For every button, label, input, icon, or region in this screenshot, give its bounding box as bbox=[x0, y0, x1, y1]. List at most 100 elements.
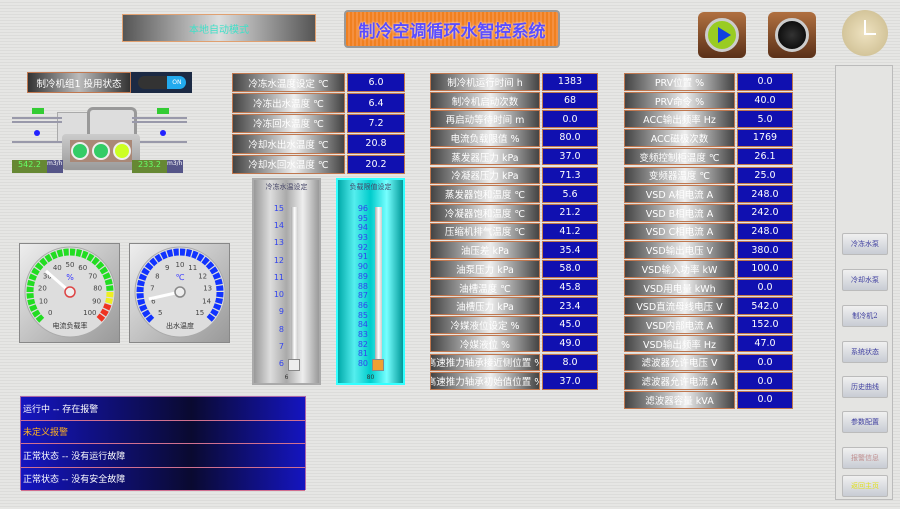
stop-button[interactable] bbox=[768, 12, 816, 58]
param-value: 20.2 bbox=[347, 154, 405, 174]
gauge-tick: 40 bbox=[53, 264, 62, 272]
slider-tick: 90 bbox=[357, 262, 368, 272]
param-row: 制冷机启动次数 68 bbox=[430, 91, 598, 110]
sidebar-button[interactable]: 历史曲线 bbox=[842, 376, 888, 398]
gauge-tick: 60 bbox=[78, 264, 87, 272]
alarm-row: 正常状态 -- 没有运行故障 bbox=[21, 444, 305, 468]
setpoint-slider-1[interactable]: 负载限值设定 96 95 94 93 92 91 90 89 88 87 86 85 84 83 82 81 80… bbox=[336, 178, 405, 385]
slider-tick: 11 bbox=[273, 272, 284, 282]
param-row: 变频控制柜温度 ℃ 26.1 bbox=[624, 147, 793, 166]
sidebar-button[interactable]: 返回主页 bbox=[842, 475, 888, 497]
slider-tick: 14 bbox=[273, 221, 284, 231]
clock-icon bbox=[842, 10, 888, 56]
slider-handle[interactable] bbox=[288, 359, 300, 371]
param-label: 冷冻回水温度 ℃ bbox=[232, 113, 345, 134]
gauge-tick: 10 bbox=[176, 261, 185, 269]
param-value: 71.3 bbox=[542, 166, 598, 185]
slider-tick: 94 bbox=[357, 223, 368, 233]
param-value: 68 bbox=[542, 91, 598, 110]
gauge-tick: 12 bbox=[198, 273, 207, 281]
param-label: VSD输出电压 V bbox=[624, 241, 735, 259]
slider-tick: 95 bbox=[357, 213, 368, 223]
gauge-segment bbox=[39, 257, 48, 267]
gauge-segment bbox=[91, 256, 100, 266]
setpoint-slider-0[interactable]: 冷冻水温设定 15 14 13 12 11 10 9 8 7 6 6 bbox=[252, 178, 321, 385]
sidebar-button[interactable]: 冷冻水泵 bbox=[842, 233, 888, 255]
param-label: VSD B相电流 A bbox=[624, 203, 735, 222]
param-row: 高速推力轴承接近侧位置 % 8.0 bbox=[430, 353, 598, 372]
gauge-segment bbox=[44, 253, 53, 263]
slider-track bbox=[291, 207, 298, 368]
param-row: 制冷机运行时间 h 1383 bbox=[430, 73, 598, 91]
param-label: VSD内部电流 A bbox=[624, 316, 735, 334]
gauge-segment bbox=[215, 297, 223, 305]
gauge-segment bbox=[31, 309, 41, 318]
chiller-status-label: 制冷机组1 投用状态 bbox=[27, 72, 131, 93]
param-value: 0.0 bbox=[737, 390, 793, 409]
param-row: 冷冻出水温度 ℃ 6.4 bbox=[232, 93, 405, 113]
param-label: 再启动等待时间 m bbox=[430, 110, 540, 129]
param-label: 高速推力轴承初始值位置 % bbox=[430, 372, 540, 390]
param-row: PRV命令 % 40.0 bbox=[624, 91, 793, 110]
gauge-tick: 13 bbox=[203, 285, 212, 293]
gauge-segment bbox=[28, 273, 37, 281]
flow-readout-2: 233.2 m3/h bbox=[132, 160, 183, 173]
gauge-tick: 8 bbox=[155, 273, 159, 281]
param-value: 0.0 bbox=[737, 372, 793, 390]
gauge-segment bbox=[214, 278, 223, 286]
gauge-segment bbox=[209, 266, 219, 275]
slider-tick: 7 bbox=[278, 341, 284, 351]
gauge-segment bbox=[213, 303, 222, 311]
gauge-0: 0 10 20 30 40 50 60 70 80 90 100% 电流负载率 bbox=[19, 243, 120, 343]
start-button[interactable] bbox=[698, 12, 746, 58]
gauge-segment bbox=[96, 313, 106, 322]
gauge-segment bbox=[95, 261, 105, 270]
param-label: 制冷机启动次数 bbox=[430, 91, 540, 110]
param-row: PRV位置 % 0.0 bbox=[624, 73, 793, 91]
sidebar-button[interactable]: 报警信息 bbox=[842, 447, 888, 469]
slider-track bbox=[375, 207, 382, 368]
sidebar-button[interactable]: 冷却水泵 bbox=[842, 269, 888, 291]
gauge-tick: 5 bbox=[158, 309, 162, 317]
gauge-segment bbox=[86, 253, 95, 262]
param-label: VSD输入功率 kW bbox=[624, 260, 735, 278]
sidebar-button[interactable]: 制冷机2 bbox=[842, 305, 888, 327]
slider-handle[interactable] bbox=[372, 359, 384, 371]
param-row: 电流负载限值 % 80.0 bbox=[430, 129, 598, 147]
gauge-segment bbox=[196, 253, 205, 262]
gauge-segment bbox=[141, 267, 150, 276]
mode-indicator: 本地自动模式 bbox=[122, 14, 316, 42]
param-row: 冷冻回水温度 ℃ 7.2 bbox=[232, 113, 405, 134]
param-label: PRV位置 % bbox=[624, 73, 735, 91]
gauge-segment bbox=[81, 250, 89, 259]
param-row: 蒸发器饱和温度 ℃ 5.6 bbox=[430, 185, 598, 203]
param-value: 37.0 bbox=[542, 372, 598, 390]
param-label: 滤波器允许电流 A bbox=[624, 372, 735, 390]
sidebar-button[interactable]: 系统状态 bbox=[842, 341, 888, 363]
param-label: VSD C相电流 A bbox=[624, 222, 735, 241]
gauge-segment bbox=[201, 256, 210, 266]
gauge-segment bbox=[99, 266, 109, 275]
alarm-row: 未定义报警 bbox=[21, 420, 305, 444]
param-value: 45.8 bbox=[542, 278, 598, 297]
slider-tick: 92 bbox=[357, 242, 368, 252]
param-label: 冷冻水温度设定 ℃ bbox=[232, 73, 345, 93]
param-value: 1383 bbox=[542, 73, 598, 91]
gauge-segment bbox=[154, 253, 163, 263]
gauge-tick: 15 bbox=[195, 309, 204, 317]
param-value: 0.0 bbox=[737, 278, 793, 297]
gauge-tick: 9 bbox=[165, 264, 169, 272]
chiller-toggle[interactable]: ON bbox=[131, 72, 192, 93]
slider-tick: 83 bbox=[357, 329, 368, 339]
param-value: 242.0 bbox=[737, 203, 793, 222]
gauge-segment bbox=[145, 314, 155, 323]
param-row: 油槽压力 kPa 23.4 bbox=[430, 297, 598, 316]
sidebar-button[interactable]: 参数配置 bbox=[842, 411, 888, 433]
param-label: 冷却水回水温度 ℃ bbox=[232, 154, 345, 174]
chiller-diagram bbox=[12, 104, 192, 174]
slider-tick: 96 bbox=[357, 204, 368, 213]
gauge-tick: 70 bbox=[88, 273, 97, 281]
param-row: 滤波器允许电流 A 0.0 bbox=[624, 372, 793, 390]
slider-tick: 84 bbox=[357, 320, 368, 330]
slider-tick: 8 bbox=[278, 324, 284, 334]
